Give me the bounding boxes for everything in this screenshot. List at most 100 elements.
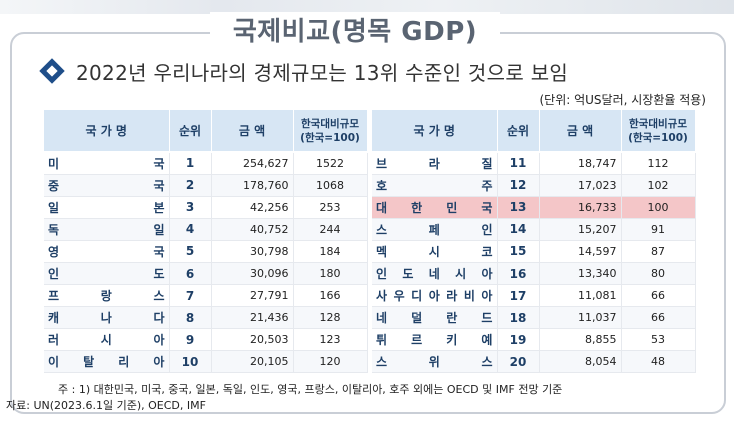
table-row: 캐 나 다 8 21,436 128 [44, 306, 368, 330]
subheading: 2022년 우리나라의 경제규모는 13위 수준인 것으로 보임 [39, 56, 569, 86]
diamond-bullet-icon [39, 58, 65, 84]
ratio-cell: 91 [621, 218, 696, 241]
rank-cell: 12 [497, 174, 540, 197]
rank-cell: 5 [169, 240, 212, 263]
table-row: 프 랑 스 7 27,791 166 [44, 284, 368, 308]
amount-cell: 13,340 [539, 262, 622, 286]
amount-cell: 11,081 [539, 284, 622, 308]
top-decoration [0, 0, 734, 14]
amount-cell: 18,747 [539, 152, 622, 175]
table-row: 영 국 5 30,798 184 [44, 240, 368, 263]
header-country: 국 가 명 [372, 110, 498, 153]
amount-cell: 20,503 [211, 328, 294, 352]
rank-cell: 18 [497, 306, 540, 330]
amount-cell: 254,627 [211, 152, 294, 175]
ratio-cell: 166 [293, 284, 368, 308]
header-country: 국 가 명 [44, 110, 170, 153]
page-title: 국제비교(명목 GDP) [210, 12, 500, 52]
rank-cell: 10 [169, 350, 212, 374]
amount-cell: 178,760 [211, 174, 294, 197]
rank-cell: 9 [169, 328, 212, 352]
rank-cell: 2 [169, 174, 212, 197]
unit-label: (단위: 억US달러, 시장환율 적용) [539, 93, 706, 107]
amount-cell: 16,733 [539, 196, 622, 219]
header-ratio: 한국대비규모 (한국=100) [621, 110, 696, 153]
ratio-cell: 100 [621, 196, 696, 219]
table-row: 튀 르 키 예 19 8,855 53 [372, 328, 696, 352]
rank-cell: 15 [497, 240, 540, 263]
table-row: 대 한 민 국 13 16,733 100 [372, 196, 696, 219]
table-row: 사 우 디 아 라 비 아 17 11,081 66 [372, 284, 696, 308]
ratio-cell: 112 [621, 152, 696, 175]
ratio-cell: 180 [293, 262, 368, 286]
table-row: 브 라 질 11 18,747 112 [372, 152, 696, 175]
rank-cell: 3 [169, 196, 212, 219]
rank-cell: 19 [497, 328, 540, 352]
amount-cell: 8,054 [539, 350, 622, 374]
ratio-cell: 66 [621, 284, 696, 308]
amount-cell: 21,436 [211, 306, 294, 330]
gdp-table-right: 국 가 명 순위 금 액 한국대비규모 (한국=100) 브 라 질 11 18,747 1… [372, 110, 696, 374]
table-row: 인 도 6 30,096 180 [44, 262, 368, 286]
rank-cell: 20 [497, 350, 540, 374]
ratio-cell: 66 [621, 306, 696, 330]
header-amount: 금 액 [539, 110, 622, 153]
rank-cell: 16 [497, 262, 540, 286]
source-note: 자료: UN(2023.6.1일 기준), OECD, IMF [6, 399, 206, 412]
ratio-cell: 48 [621, 350, 696, 374]
ratio-cell: 80 [621, 262, 696, 286]
table-row: 미 국 1 254,627 1522 [44, 152, 368, 175]
rank-cell: 4 [169, 218, 212, 241]
table-row: 중 국 2 178,760 1068 [44, 174, 368, 197]
table-row: 이 탈 리 아 10 20,105 120 [44, 350, 368, 374]
amount-cell: 40,752 [211, 218, 294, 241]
amount-cell: 30,798 [211, 240, 294, 263]
table-row: 일 본 3 42,256 253 [44, 196, 368, 219]
table-row: 스 위 스 20 8,054 48 [372, 350, 696, 374]
ratio-cell: 1068 [293, 174, 368, 197]
ratio-cell: 102 [621, 174, 696, 197]
header-ratio: 한국대비규모 (한국=100) [293, 110, 368, 153]
rank-cell: 17 [497, 284, 540, 308]
ratio-cell: 53 [621, 328, 696, 352]
rank-cell: 11 [497, 152, 540, 175]
table-row: 러 시 아 9 20,503 123 [44, 328, 368, 352]
ratio-cell: 253 [293, 196, 368, 219]
table-row: 스 페 인 14 15,207 91 [372, 218, 696, 241]
amount-cell: 30,096 [211, 262, 294, 286]
amount-cell: 20,105 [211, 350, 294, 374]
gdp-table-left: 국 가 명 순위 금 액 한국대비규모 (한국=100) 미 국 1 254,627 15… [44, 110, 368, 374]
ratio-cell: 244 [293, 218, 368, 241]
amount-cell: 15,207 [539, 218, 622, 241]
table-row: 인 도 네 시 아 16 13,340 80 [372, 262, 696, 286]
amount-cell: 11,037 [539, 306, 622, 330]
amount-cell: 17,023 [539, 174, 622, 197]
table-row: 호 주 12 17,023 102 [372, 174, 696, 197]
ratio-cell: 184 [293, 240, 368, 263]
rank-cell: 7 [169, 284, 212, 308]
table-row: 독 일 4 40,752 244 [44, 218, 368, 241]
amount-cell: 8,855 [539, 328, 622, 352]
footnote: 주 : 1) 대한민국, 미국, 중국, 일본, 독일, 인도, 영국, 프랑스… [58, 383, 563, 396]
rank-cell: 8 [169, 306, 212, 330]
ratio-cell: 87 [621, 240, 696, 263]
subheading-text: 2022년 우리나라의 경제규모는 13위 수준인 것으로 보임 [76, 60, 569, 85]
